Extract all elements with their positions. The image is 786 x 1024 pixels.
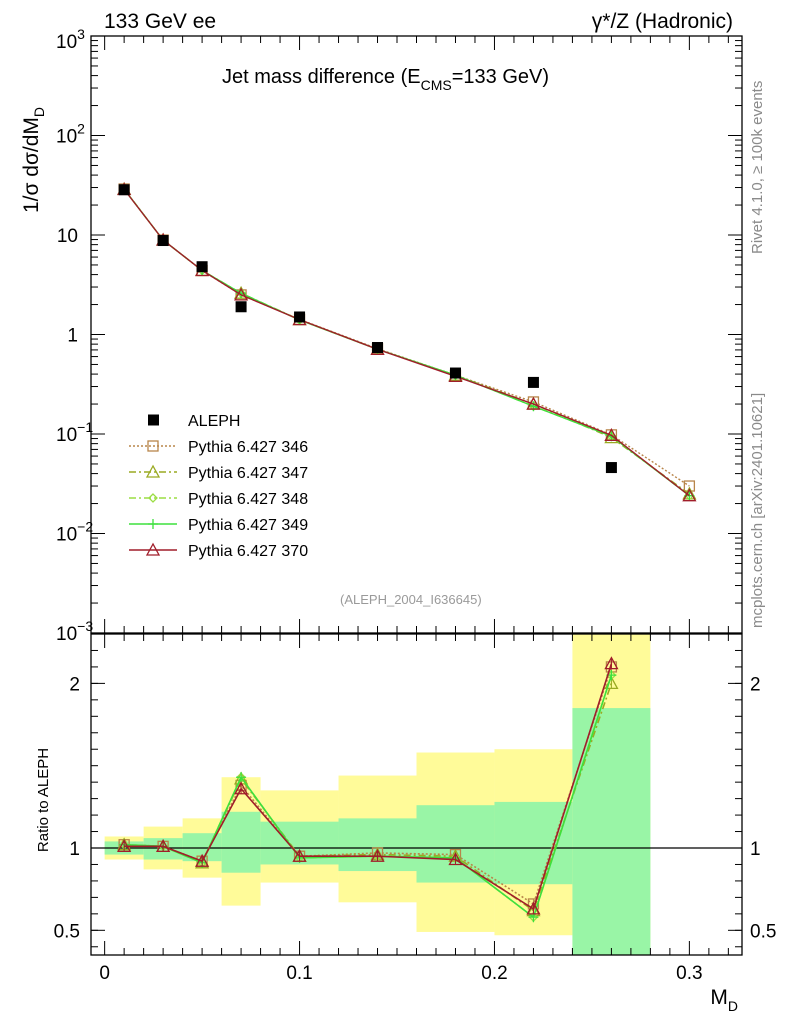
legend-marker bbox=[145, 464, 161, 478]
x-tick-label: 0.2 bbox=[481, 963, 507, 984]
x-tick-label: 0.3 bbox=[676, 963, 702, 984]
main-y-tick-label: 10 bbox=[57, 226, 78, 247]
ratio-series-marker bbox=[370, 848, 385, 862]
rivet-version-label: Rivet 4.1.0, ≥ 100k events bbox=[749, 81, 766, 254]
ratio-y-tick-label: 1 bbox=[69, 839, 80, 860]
aleph-data-point bbox=[449, 367, 461, 379]
main-y-tick-label: 10−2 bbox=[56, 519, 93, 546]
legend-label: Pythia 6.427 370 bbox=[188, 543, 308, 560]
ratio-inner-band bbox=[494, 801, 573, 885]
legend-label: Pythia 6.427 349 bbox=[188, 517, 308, 534]
main-y-tick-label: 10−3 bbox=[56, 618, 93, 645]
ratio-y-tick-label: 0.5 bbox=[54, 921, 80, 942]
plot-title: Jet mass difference (ECMS=133 GeV) bbox=[222, 66, 549, 93]
ratio-inner-band bbox=[416, 805, 495, 883]
main-plot-frame bbox=[90, 35, 743, 634]
legend-marker bbox=[148, 519, 158, 529]
header-left-label: 133 GeV ee bbox=[104, 10, 216, 33]
x-tick-label: 0.1 bbox=[286, 963, 312, 984]
ratio-series-marker bbox=[156, 838, 171, 853]
legend-label: Pythia 6.427 346 bbox=[188, 439, 308, 456]
aleph-data-point bbox=[605, 462, 617, 474]
ratio-series-marker bbox=[233, 781, 249, 795]
main-series-marker bbox=[233, 287, 249, 301]
x-tick-label: 0 bbox=[99, 963, 110, 984]
aleph-data-point bbox=[118, 184, 130, 196]
ratio-series-marker bbox=[448, 852, 463, 866]
main-plot-background bbox=[91, 36, 742, 633]
ratio-series-marker bbox=[236, 772, 247, 783]
ratio-y-tick-label: 2 bbox=[69, 674, 80, 695]
main-plot-panel: Jet mass difference (ECMS=133 GeV) (ALEP… bbox=[56, 26, 743, 645]
legend-label: Pythia 6.427 348 bbox=[188, 491, 308, 508]
legend: ALEPH Pythia 6.427 346 Pythia 6.427 347 Pyt… bbox=[129, 413, 308, 560]
aleph-data-point bbox=[235, 301, 247, 313]
ratio-series-marker bbox=[604, 656, 619, 670]
aleph-data-point bbox=[527, 376, 539, 388]
legend-marker bbox=[147, 440, 159, 452]
x-axis-label: MD bbox=[710, 986, 738, 1014]
ratio-inner-band bbox=[572, 708, 651, 955]
main-y-tick-label: 1 bbox=[67, 326, 78, 347]
aleph-data-point bbox=[196, 261, 208, 273]
ratio-y-tick-label-right: 2 bbox=[750, 674, 761, 695]
ratio-y-axis-label: Ratio to ALEPH bbox=[35, 748, 52, 852]
aleph-data-point bbox=[157, 235, 169, 247]
main-series-marker bbox=[604, 427, 619, 441]
main-y-tick-label: 103 bbox=[56, 26, 85, 53]
analysis-id-watermark: (ALEPH_2004_I636645) bbox=[340, 592, 482, 607]
ratio-series-marker bbox=[292, 848, 307, 862]
legend-marker bbox=[148, 493, 158, 503]
ratio-y-tick-label-right: 0.5 bbox=[750, 921, 776, 942]
main-series-marker bbox=[526, 396, 541, 410]
legend-aleph-marker bbox=[148, 414, 159, 426]
legend-label: Pythia 6.427 347 bbox=[188, 465, 308, 482]
header-right-label: γ*/Z (Hadronic) bbox=[592, 10, 733, 33]
legend-marker bbox=[145, 542, 161, 556]
ratio-plot-panel: 0.5 0.5 1 1 2 2 0 0.1 0.2 0.3 bbox=[54, 633, 776, 984]
main-series-line-triangle bbox=[123, 189, 690, 497]
main-y-tick-label: 10−1 bbox=[56, 419, 93, 446]
mcplots-label: mcplots.cern.ch [arXiv:2401.10621] bbox=[749, 393, 766, 628]
ratio-plot-frame bbox=[90, 633, 743, 956]
legend-label: ALEPH bbox=[188, 413, 240, 430]
aleph-data-point bbox=[294, 311, 306, 323]
ratio-inner-band bbox=[338, 818, 417, 872]
ratio-series-marker bbox=[195, 853, 210, 867]
ratio-series-marker bbox=[117, 838, 132, 853]
main-series-marker bbox=[682, 488, 697, 502]
aleph-data-point bbox=[372, 342, 384, 354]
main-y-axis-label: 1/σ dσ/dMD bbox=[20, 107, 47, 213]
main-y-tick-label: 102 bbox=[56, 121, 85, 148]
ratio-series-marker bbox=[526, 901, 541, 915]
ratio-inner-band bbox=[221, 811, 261, 873]
ratio-y-tick-label-right: 1 bbox=[750, 839, 761, 860]
